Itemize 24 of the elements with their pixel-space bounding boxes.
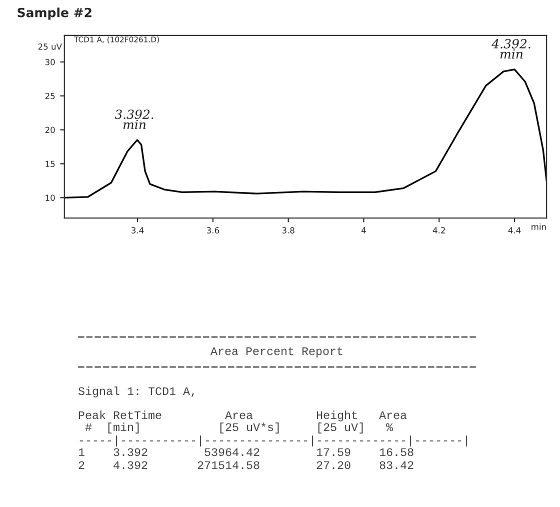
x-tick-label: 4.4 (508, 227, 521, 234)
annotation: 4.392. min (492, 39, 530, 58)
y-tick-label: 30 (45, 58, 55, 66)
y-axis-title: 25 uV (38, 43, 62, 50)
text: -----|-----------|---------------|-------------|-------| (80, 436, 468, 446)
y-tick-label: 20 (45, 126, 55, 134)
x-tick-label: 3.6 (206, 227, 220, 234)
text: Signal 1: TCD1 A, (78, 386, 194, 398)
annotation: 3.392. min (114, 110, 154, 130)
y-tick-label: 25 (45, 92, 55, 100)
x-tick-label: 3.8 (282, 227, 294, 234)
text: 2 4.392 271514.58 27.20 83.42 (78, 461, 414, 470)
text: 1 3.392 53964.42 17.59 16.58 (78, 448, 414, 456)
text: Peak RetTime Area Height Area (78, 410, 407, 422)
chart-title: Sample #2 (18, 8, 92, 20)
y-tick-label: 15 (46, 160, 55, 168)
text: Area Percent Report (210, 347, 342, 358)
x-axis-title: min (532, 223, 546, 230)
y-tick-label: 10 (46, 194, 55, 201)
line-series (64, 68, 547, 198)
x-tick-label: 4 (361, 227, 366, 234)
x-tick-label: 4.2 (432, 227, 445, 234)
x-tick-label: 3.4 (132, 227, 144, 234)
text: # [min] [25 uV*s] [25 uV] % (85, 422, 394, 434)
